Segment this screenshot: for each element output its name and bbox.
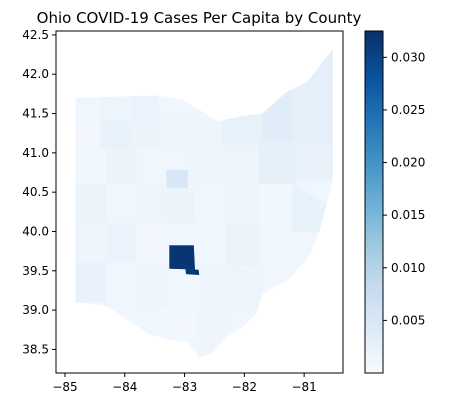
x-tick-label: −85 [52,380,77,394]
county-layer [75,49,333,358]
county-polygon [196,223,227,268]
colorbar-tick-label: 0.020 [391,156,425,170]
highlighted-county-extension [185,268,200,276]
county-polygon [196,309,233,358]
y-tick-label: 41.0 [22,146,49,160]
county-polygon [75,223,108,264]
y-tick-label: 39.0 [22,303,49,317]
x-tick-label: −82 [232,380,257,394]
county-polygon [136,148,167,185]
county-polygon [166,187,194,224]
county-polygon [291,49,333,146]
county-polygon [136,262,170,307]
y-tick-label: 38.5 [22,342,49,356]
colorbar-ticks: 0.005 0.010 0.015 0.020 0.025 0.030 [383,50,425,327]
county-polygon [258,140,296,185]
county-polygon [223,144,260,185]
county-polygon [75,97,102,122]
chart-title: Ohio COVID-19 Cases Per Capita by County [37,9,362,27]
highlighted-county [169,245,196,270]
county-polygon [100,121,131,150]
map-area: −85 −84 −83 −82 −81 38.5 39.0 39.5 40.0 40.5 41.0… [22,28,344,394]
x-tick-label: −83 [172,380,197,394]
county-polygon [136,223,170,264]
county-polygon [106,148,137,185]
colorbar-tick-label: 0.030 [391,50,425,64]
x-tick-label: −81 [291,380,316,394]
county-polygon [190,148,224,185]
county-polygon [261,87,293,142]
county-polygon [226,184,260,224]
county-polygon [193,117,224,150]
county-polygon [106,184,137,224]
colorbar-tick-label: 0.015 [391,208,425,222]
county-polygon [160,117,194,150]
county-polygon [136,184,167,224]
county-polygon [106,262,137,307]
x-tick-label: −84 [112,380,137,394]
y-tick-label: 40.5 [22,185,49,199]
county-polygon [193,184,227,224]
y-tick-label: 42.0 [22,67,49,81]
county-polygon [232,266,263,311]
colorbar: 0.005 0.010 0.015 0.020 0.025 0.030 [364,30,425,374]
county-polygon [100,95,131,122]
county-polygon [226,223,260,268]
colorbar-tick-label: 0.005 [391,313,425,327]
county-polygon [75,148,108,185]
county-polygon [294,144,333,181]
colorbar-tick-label: 0.010 [391,261,425,275]
map-axes-frame [55,30,344,374]
county-polygon [291,183,328,232]
y-tick-label: 42.5 [22,28,49,42]
county-polygon [258,223,293,280]
county-polygon [169,274,200,315]
county-polygon [106,223,137,264]
highlighted-county-layer [169,245,200,276]
y-tick-label: 41.5 [22,107,49,121]
colorbar-gradient [364,30,384,374]
county-polygon [199,266,233,311]
y-axis: 38.5 39.0 39.5 40.0 40.5 41.0 41.5 42.0 42.5 [22,28,56,356]
county-polygon [166,169,188,189]
colorbar-tick-label: 0.025 [391,103,425,117]
county-polygon [75,121,102,150]
y-tick-label: 40.0 [22,224,49,238]
county-polygon [75,184,108,224]
x-axis: −85 −84 −83 −82 −81 [52,373,317,394]
y-tick-label: 39.5 [22,264,49,278]
county-polygon [75,262,108,303]
county-polygon [258,184,293,224]
county-polygon [130,121,161,150]
county-polygon [223,113,263,146]
county-polygon [130,95,161,122]
